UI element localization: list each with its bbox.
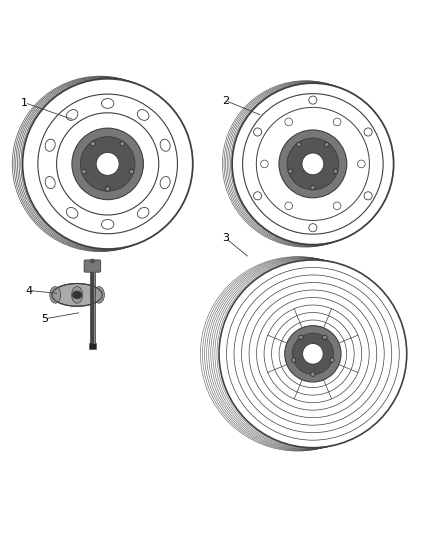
Ellipse shape bbox=[50, 287, 61, 303]
Ellipse shape bbox=[160, 176, 170, 189]
Bar bbox=[90, 266, 95, 345]
Ellipse shape bbox=[67, 207, 78, 218]
Ellipse shape bbox=[138, 110, 149, 120]
Ellipse shape bbox=[243, 94, 383, 234]
Text: 5: 5 bbox=[41, 314, 48, 324]
Ellipse shape bbox=[45, 139, 55, 151]
Ellipse shape bbox=[120, 141, 125, 146]
Ellipse shape bbox=[297, 142, 301, 147]
Ellipse shape bbox=[93, 287, 104, 303]
Ellipse shape bbox=[311, 185, 315, 190]
Ellipse shape bbox=[303, 343, 323, 364]
Ellipse shape bbox=[129, 169, 134, 174]
FancyBboxPatch shape bbox=[84, 260, 101, 272]
Ellipse shape bbox=[254, 128, 261, 136]
Ellipse shape bbox=[292, 333, 333, 375]
Ellipse shape bbox=[72, 287, 82, 303]
Ellipse shape bbox=[288, 169, 293, 173]
Ellipse shape bbox=[285, 326, 341, 382]
Text: 4: 4 bbox=[25, 286, 33, 295]
Ellipse shape bbox=[254, 192, 261, 200]
Ellipse shape bbox=[102, 220, 114, 229]
Ellipse shape bbox=[138, 207, 149, 218]
Ellipse shape bbox=[102, 99, 114, 108]
Ellipse shape bbox=[333, 169, 338, 173]
Ellipse shape bbox=[219, 260, 407, 448]
Ellipse shape bbox=[364, 128, 372, 136]
Ellipse shape bbox=[96, 152, 119, 175]
Ellipse shape bbox=[81, 169, 86, 174]
Ellipse shape bbox=[52, 284, 102, 306]
Ellipse shape bbox=[232, 83, 394, 245]
Text: 1: 1 bbox=[21, 98, 28, 108]
Ellipse shape bbox=[67, 110, 78, 120]
Ellipse shape bbox=[91, 141, 95, 146]
Text: 2: 2 bbox=[222, 95, 229, 106]
Ellipse shape bbox=[256, 107, 369, 221]
Ellipse shape bbox=[302, 153, 324, 175]
Ellipse shape bbox=[330, 358, 334, 362]
Ellipse shape bbox=[333, 202, 341, 209]
Ellipse shape bbox=[105, 187, 110, 191]
Ellipse shape bbox=[22, 79, 193, 249]
Ellipse shape bbox=[279, 130, 347, 198]
Ellipse shape bbox=[72, 128, 143, 200]
Ellipse shape bbox=[287, 138, 339, 190]
Text: 3: 3 bbox=[222, 233, 229, 243]
Ellipse shape bbox=[309, 96, 317, 104]
Ellipse shape bbox=[364, 192, 372, 200]
Ellipse shape bbox=[45, 176, 55, 189]
Ellipse shape bbox=[261, 160, 268, 168]
Ellipse shape bbox=[81, 136, 135, 191]
Ellipse shape bbox=[333, 118, 341, 126]
Ellipse shape bbox=[38, 94, 177, 233]
Ellipse shape bbox=[160, 139, 170, 151]
Ellipse shape bbox=[325, 142, 329, 147]
Ellipse shape bbox=[299, 335, 303, 340]
Ellipse shape bbox=[322, 335, 327, 340]
Bar bbox=[89, 343, 96, 350]
Ellipse shape bbox=[90, 259, 95, 263]
Ellipse shape bbox=[57, 113, 159, 215]
Ellipse shape bbox=[309, 224, 317, 232]
Ellipse shape bbox=[285, 118, 293, 126]
Ellipse shape bbox=[72, 291, 82, 299]
Ellipse shape bbox=[291, 358, 296, 362]
Ellipse shape bbox=[311, 372, 315, 376]
Ellipse shape bbox=[357, 160, 365, 168]
Ellipse shape bbox=[285, 202, 293, 209]
